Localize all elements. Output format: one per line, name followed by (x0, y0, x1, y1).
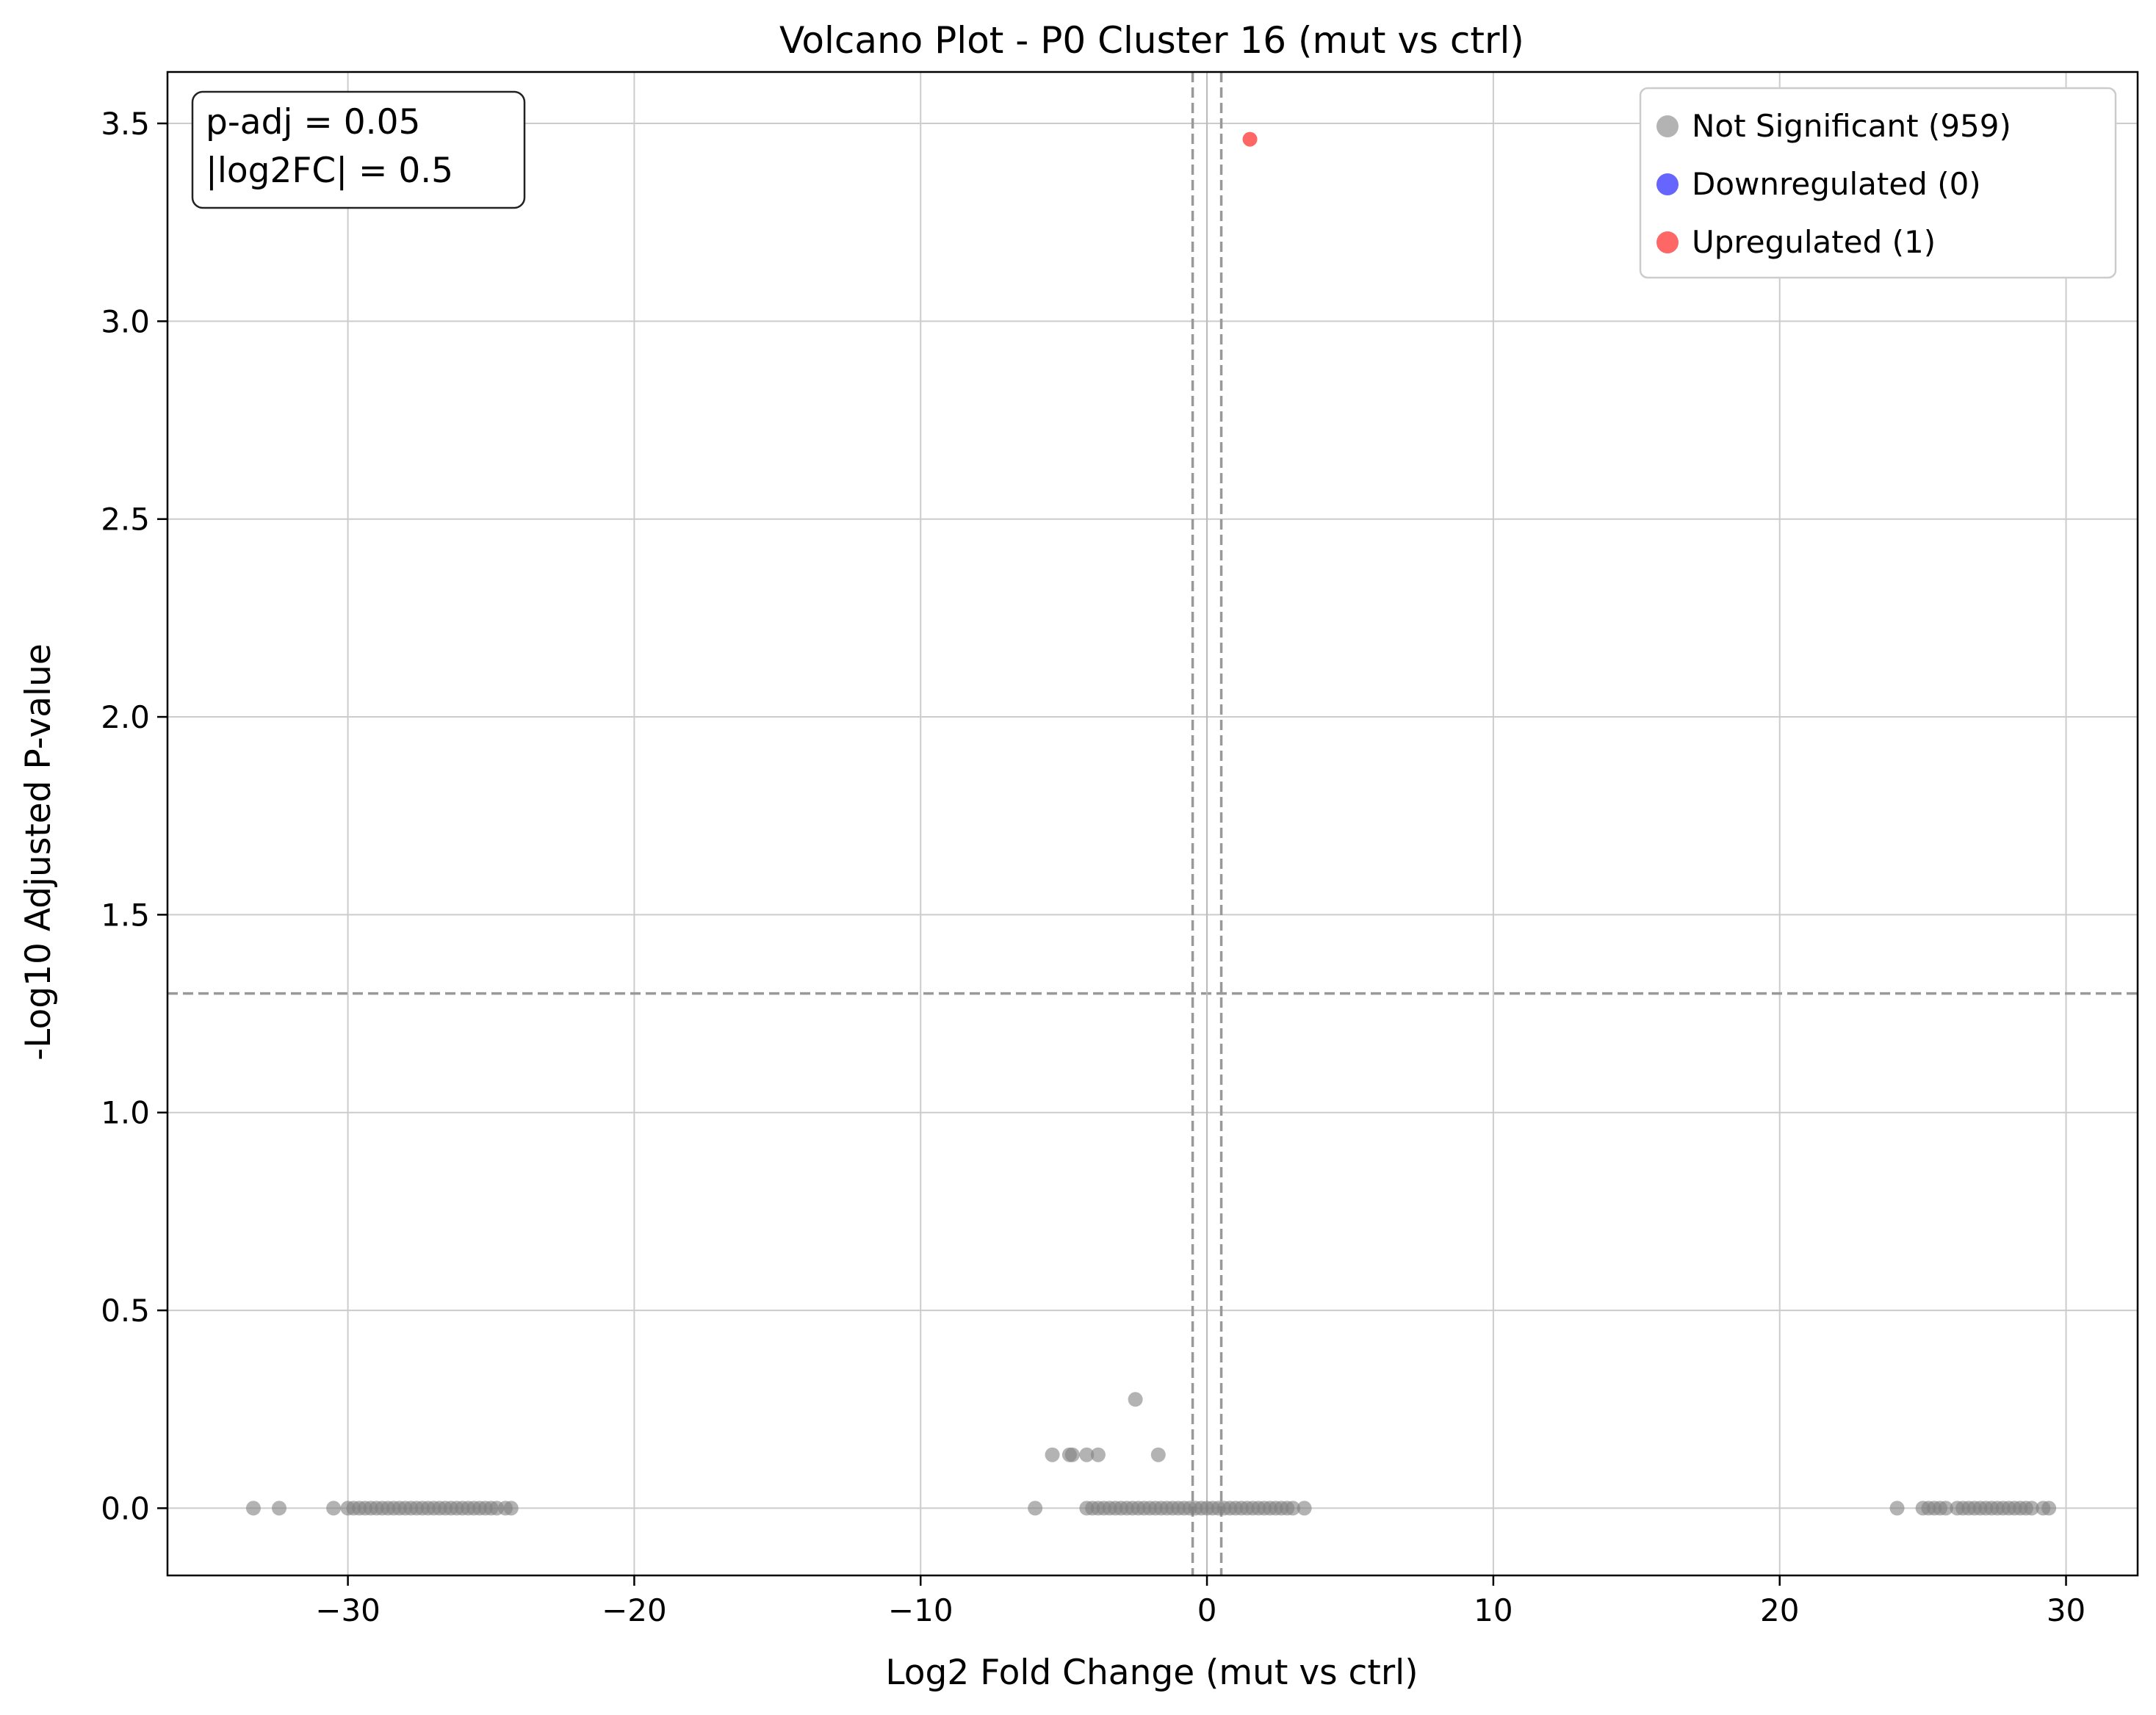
point-not-significant (245, 1501, 261, 1516)
y-tick-label: 3.0 (101, 303, 150, 339)
x-axis: −30 −20 −10 0 10 20 30 (315, 1575, 2085, 1628)
point-not-significant (1090, 1447, 1106, 1462)
y-axis: 0.0 0.5 1.0 1.5 2.0 2.5 3.0 3.5 (101, 106, 167, 1526)
x-tick-label: 20 (1760, 1592, 1799, 1628)
point-not-significant (1150, 1447, 1166, 1462)
y-tick-label: 0.0 (101, 1490, 150, 1526)
annotation-log2fc: |log2FC| = 0.5 (206, 151, 453, 191)
legend-label-upregulated: Upregulated (1) (1692, 224, 1936, 260)
legend-label-downregulated: Downregulated (0) (1692, 166, 1981, 202)
y-tick-label: 3.5 (101, 106, 150, 142)
point-not-significant (1079, 1447, 1095, 1462)
point-not-significant (1297, 1501, 1312, 1516)
plot-frame (166, 71, 2139, 1577)
point-not-significant (1938, 1501, 1953, 1516)
point-not-significant (1286, 1501, 1301, 1516)
legend-box (1639, 87, 2117, 279)
legend: Not Significant (959) Downregulated (0) … (1639, 87, 2117, 279)
legend-marker-upregulated (1656, 231, 1679, 253)
x-tick-label: −30 (315, 1592, 381, 1628)
annotation-padj: p-adj = 0.05 (206, 102, 420, 142)
point-not-significant (2041, 1501, 2057, 1516)
legend-label-not-significant: Not Significant (959) (1692, 108, 2011, 144)
x-tick-label: −20 (602, 1592, 667, 1628)
legend-marker-not-significant (1656, 115, 1679, 137)
x-tick-label: 0 (1197, 1592, 1217, 1628)
annotation-box (191, 90, 526, 209)
point-not-significant (1045, 1447, 1060, 1462)
point-not-significant (1889, 1501, 1905, 1516)
point-not-significant (503, 1501, 519, 1516)
threshold-annotation: p-adj = 0.05 |log2FC| = 0.5 (191, 90, 526, 209)
point-not-significant (1028, 1501, 1043, 1516)
x-tick-label: 30 (2047, 1592, 2085, 1628)
chart-title: Volcano Plot - P0 Cluster 16 (mut vs ctr… (779, 19, 1524, 62)
x-tick-label: 10 (1474, 1592, 1513, 1628)
x-axis-title: Log2 Fold Change (mut vs ctrl) (885, 1653, 1418, 1693)
point-not-significant (2024, 1501, 2039, 1516)
point-not-significant (1064, 1447, 1080, 1462)
data-points (245, 131, 2057, 1516)
threshold-lines (167, 72, 2138, 1575)
y-tick-label: 0.5 (101, 1293, 150, 1329)
y-tick-label: 1.0 (101, 1095, 150, 1131)
point-not-significant (272, 1501, 287, 1516)
legend-marker-downregulated (1656, 173, 1679, 195)
point-upregulated (1242, 131, 1258, 147)
y-tick-label: 2.5 (101, 502, 150, 538)
y-tick-label: 2.0 (101, 699, 150, 735)
x-tick-label: −10 (888, 1592, 953, 1628)
point-not-significant (326, 1501, 342, 1516)
point-not-significant (1128, 1392, 1143, 1407)
y-axis-title: -Log10 Adjusted P-value (18, 643, 59, 1061)
y-tick-label: 1.5 (101, 897, 150, 933)
